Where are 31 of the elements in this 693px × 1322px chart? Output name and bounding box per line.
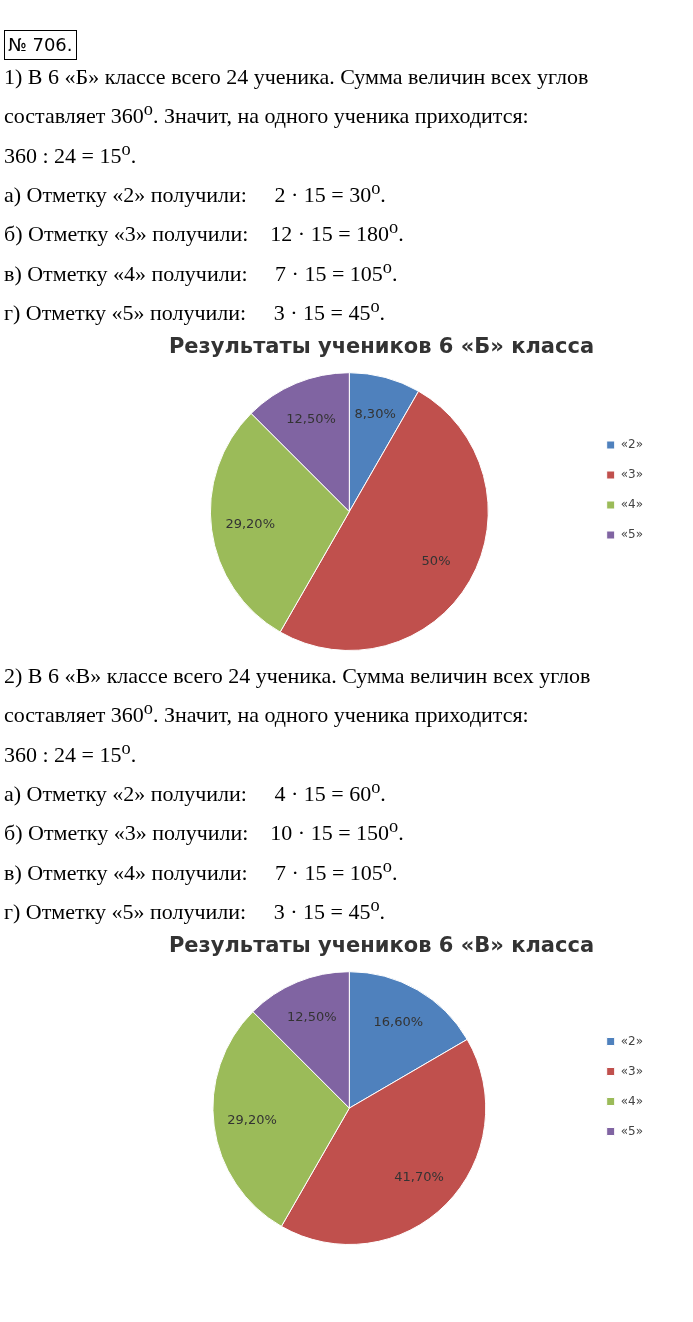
data-label: 16,60%: [373, 1014, 424, 1030]
data-label: 41,70%: [394, 1168, 444, 1184]
data-label: 50%: [421, 552, 451, 568]
legend-label: «3»: [620, 467, 644, 482]
text: 2) В 6 «В» классе всего 24 ученика. Сумма величин всех углов составляет 360$^{o}$. Значит, на одного ученика приходится:: [4, 662, 592, 728]
legend-label: «4»: [620, 1093, 644, 1108]
text: в) Отметку «4» получили: 7 · 15 = 105$^{o}$.: [4, 256, 398, 286]
text: а) Отметку «2» получили: 4 · 15 = 60$^{o}$.: [4, 776, 386, 806]
data-label: 29,20%: [227, 1112, 277, 1128]
text: 360 : 24 = 15$^{o}$.: [4, 138, 137, 168]
legend-label: «5»: [620, 527, 644, 542]
data-label: 12,50%: [286, 410, 336, 426]
text: 1) В 6 «Б» классе всего 24 ученика. Сумма величин всех углов составляет 360$^{o}$. Значит, на одного ученика приходится:: [4, 64, 590, 129]
text: а) Отметку «2» получили: 2 · 15 = 30$^{o}$.: [4, 177, 386, 207]
legend-label: «4»: [620, 497, 644, 512]
text: 360 : 24 = 15$^{o}$.: [4, 737, 137, 767]
chart-title: Результаты учеников 6 «Б» класса: [168, 334, 595, 359]
data-label: 8,30%: [354, 406, 396, 422]
legend-label: «2»: [620, 437, 644, 452]
text: в) Отметку «4» получили: 7 · 15 = 105$^{o}$.: [4, 855, 398, 885]
text: б) Отметку «3» получили: 10 · 15 = 150$^{o}$.: [4, 815, 404, 846]
chart-title: Результаты учеников 6 «В» класса: [168, 932, 595, 957]
text: г) Отметку «5» получили: 3 · 15 = 45$^{o}$.: [4, 894, 386, 924]
legend-label: «3»: [620, 1063, 644, 1078]
text: № 706.: [4, 30, 77, 60]
legend-label: «5»: [620, 1123, 644, 1138]
text: б) Отметку «3» получили: 12 · 15 = 180$^{o}$.: [4, 216, 404, 247]
text: г) Отметку «5» получили: 3 · 15 = 45$^{o}$.: [4, 295, 386, 325]
data-label: 12,50%: [286, 1008, 337, 1024]
data-label: 29,20%: [225, 516, 275, 532]
legend-label: «2»: [620, 1033, 644, 1048]
